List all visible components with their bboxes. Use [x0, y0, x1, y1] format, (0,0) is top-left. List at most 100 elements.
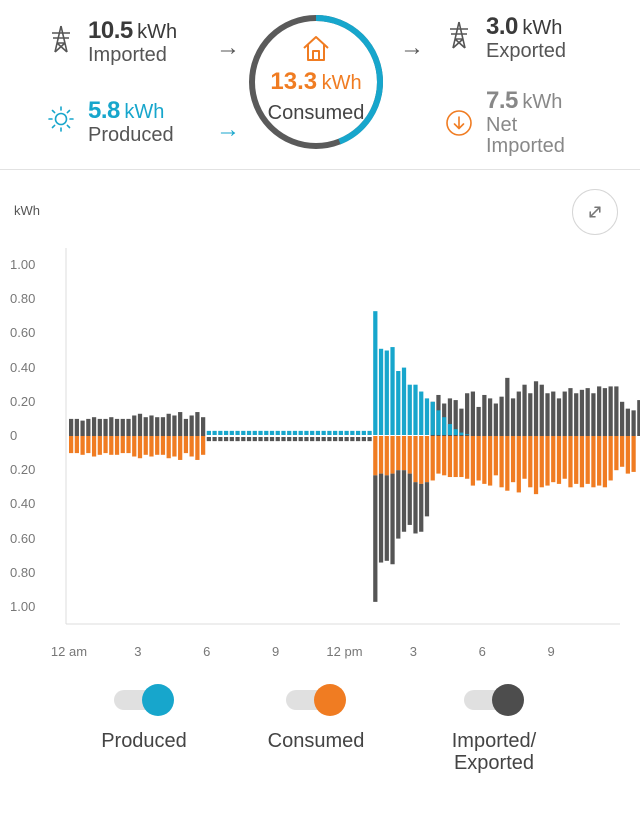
x-tick-label: 6 [478, 644, 486, 659]
exported-bar [235, 437, 240, 442]
consumption-ring [249, 15, 383, 149]
x-tick-label: 3 [409, 644, 417, 659]
imported-bar [568, 388, 573, 436]
consumed-bar [137, 436, 143, 459]
imported-bar [539, 384, 544, 436]
consumed-bar [86, 436, 91, 454]
imported-bar [459, 408, 464, 436]
net-label-line2: Imported [486, 135, 565, 158]
produced-bar [252, 430, 257, 435]
power-tower-icon [450, 21, 468, 49]
exported-bar [424, 482, 430, 517]
produced-bar [447, 424, 453, 435]
consumed-bar [574, 436, 579, 484]
exported-bar [292, 437, 298, 442]
consumed-bar [149, 436, 154, 457]
net-unit: kWh [522, 91, 563, 113]
imported-bar [155, 417, 160, 436]
consumed-bar [436, 436, 441, 474]
consumed-bar [585, 436, 590, 484]
exported-bar [321, 437, 326, 442]
exported-bar [350, 437, 355, 442]
consumed-bar [516, 436, 521, 493]
produced-bar [459, 432, 464, 435]
imported-bar [430, 401, 435, 436]
arrow-down-circle-icon [446, 110, 472, 136]
exported-bar [378, 473, 384, 563]
produced-bar [206, 430, 211, 435]
imported-bar [436, 394, 441, 436]
imported-bar [465, 393, 470, 436]
imported-bar [189, 415, 194, 436]
y-tick-label: 0.80 [10, 291, 36, 307]
consumed-bar [551, 436, 556, 483]
imported-bar [178, 412, 183, 436]
imported-bar [109, 417, 114, 436]
expand-chart-button[interactable] [572, 189, 618, 235]
consumed-stat: 13.3 kWh [246, 68, 386, 96]
consumed-bar [568, 436, 573, 488]
exported-bar [218, 437, 223, 442]
consumed-bar [539, 436, 544, 488]
imported-bar [505, 377, 510, 436]
exported-unit: kWh [522, 17, 563, 39]
consumed-bar [510, 436, 516, 483]
y-axis-unit-label: kWh [14, 203, 40, 218]
produced-bar [241, 430, 246, 435]
produced-toggle[interactable] [114, 684, 174, 716]
consumed-bar [505, 436, 510, 491]
consumed-bar [591, 436, 596, 488]
produced-bar [269, 430, 275, 435]
consumed-bar [482, 436, 487, 484]
consumed-bar [97, 436, 102, 455]
imported-bar [562, 391, 567, 436]
consumed-bar [80, 436, 85, 455]
produced-bar [333, 430, 338, 435]
consumed-bar [419, 436, 424, 484]
energy-summary: 10.5 kWh Imported → 13.3 kWh Consumed → … [0, 0, 640, 170]
consumed-bar [476, 436, 481, 481]
imported-bar [482, 394, 487, 436]
produced-bar [310, 430, 315, 435]
produced-bar [390, 347, 395, 435]
imported-bar [114, 418, 120, 436]
x-tick-label: 3 [134, 644, 142, 659]
consumed-bar [487, 436, 493, 486]
imported-exported-toggle[interactable] [464, 684, 524, 716]
consumed-bar [614, 436, 619, 471]
consumed-bar [453, 436, 458, 478]
produced-bar [292, 430, 298, 435]
imported-bar [447, 398, 453, 436]
consumed-bar [447, 436, 453, 478]
y-tick-label: 0.20 [10, 462, 36, 478]
legend-consumed: Consumed [236, 684, 396, 752]
consumed-bar [172, 436, 177, 457]
consumed-value: 13.3 [270, 68, 318, 95]
exported-label: Exported [486, 40, 567, 63]
produced-bar [315, 430, 321, 435]
produced-bar [264, 430, 269, 435]
imported-bar [160, 417, 166, 436]
exported-bar [355, 437, 361, 442]
consumed-bar [69, 436, 74, 454]
consumed-toggle[interactable] [286, 684, 346, 716]
produced-bar [258, 430, 263, 435]
net-label-line1: Net [486, 114, 518, 137]
imported-bar [453, 400, 458, 436]
produced-bar [275, 430, 280, 435]
exported-bar [344, 437, 349, 442]
consumed-bar [189, 436, 194, 457]
produced-bar [419, 391, 424, 435]
consumed-bar [562, 436, 567, 479]
produced-bar [338, 430, 343, 435]
produced-bar [281, 430, 286, 435]
consumed-bar [195, 436, 200, 460]
produced-bar [384, 350, 389, 435]
legend-imported-label-line2: Exported [453, 752, 535, 774]
y-tick-label: 0.40 [10, 359, 36, 375]
consumed-bar [120, 436, 125, 454]
consumed-bar [620, 436, 625, 467]
consumed-bar [407, 436, 412, 474]
exported-bar [252, 437, 257, 442]
imported-bar [551, 391, 556, 436]
